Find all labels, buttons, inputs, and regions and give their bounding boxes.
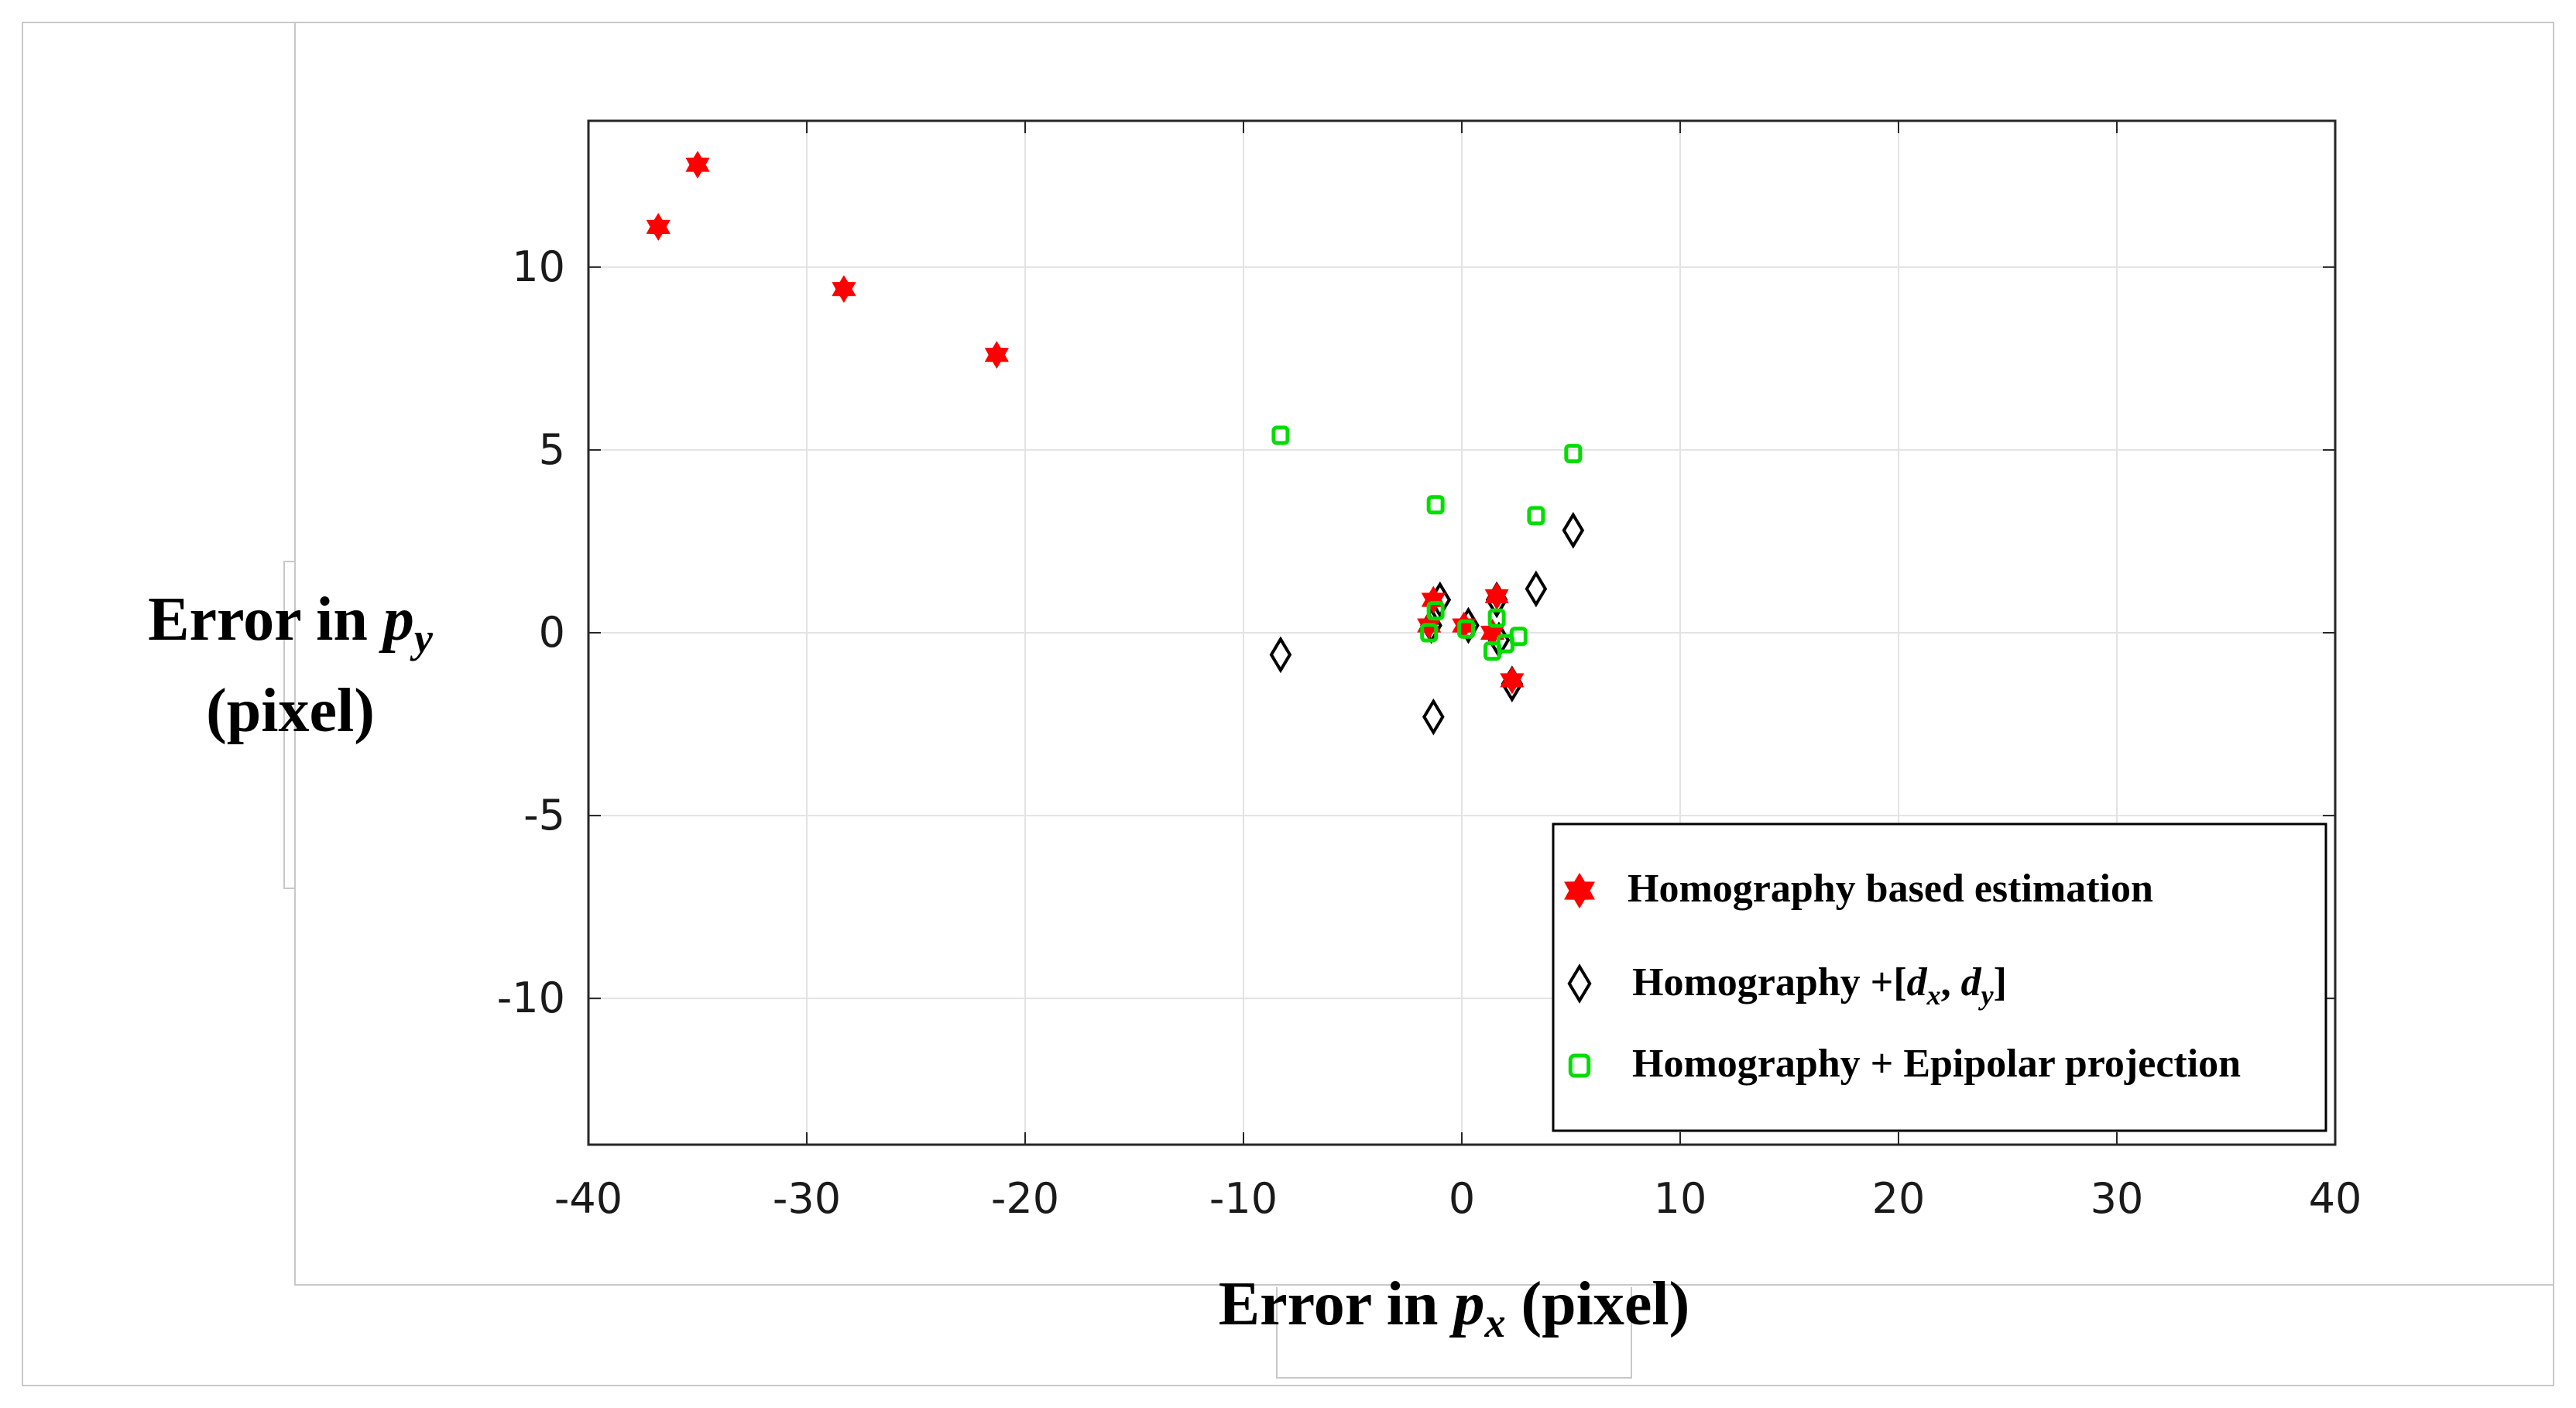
x-tick-label: -30 <box>773 1174 841 1223</box>
point-epipolar <box>1271 425 1290 445</box>
legend-label-homography-dxdy: Homography +[dx, dy] <box>1632 960 2007 1011</box>
x-tick-label: -10 <box>1209 1174 1278 1223</box>
y-tick-label: 10 <box>512 242 565 291</box>
point-homography <box>1500 666 1525 695</box>
legend-label-epipolar: Homography + Epipolar projection <box>1632 1042 2241 1086</box>
point-epipolar <box>1426 495 1445 515</box>
x-tick-label: 0 <box>1449 1174 1475 1223</box>
point-homography-dxdy <box>1269 636 1292 674</box>
legend: Homography based estimation Homography +… <box>1552 822 2327 1132</box>
point-homography-dxdy <box>1562 511 1585 549</box>
x-tick-label: 30 <box>2091 1174 2144 1223</box>
x-tick-label: 40 <box>2309 1174 2362 1223</box>
point-homography <box>646 212 671 241</box>
inner-frame <box>294 23 2554 1286</box>
point-epipolar <box>1420 623 1439 643</box>
point-homography-dxdy <box>1422 698 1445 736</box>
point-homography <box>984 341 1009 369</box>
legend-label-homography: Homography based estimation <box>1628 867 2153 911</box>
y-tick-label: 5 <box>539 425 565 474</box>
point-homography <box>685 150 710 179</box>
legend-markers <box>1564 872 1595 1078</box>
legend-marker-diamond <box>1567 963 1592 1004</box>
tick-labels: -40 -30 -20 -10 0 10 20 30 40 -10 -5 0 5 10 <box>497 121 2362 1223</box>
legend-marker-star <box>1564 872 1595 909</box>
point-homography-dxdy <box>1525 570 1548 608</box>
point-homography <box>832 275 856 304</box>
y-axis-title: Error in py (pixel) <box>148 586 434 745</box>
point-epipolar <box>1457 619 1476 639</box>
y-tick-label: 0 <box>539 608 565 657</box>
point-epipolar <box>1487 608 1506 628</box>
data-points <box>646 150 1585 736</box>
frame-bottom-box <box>1276 1287 1632 1379</box>
point-epipolar <box>1426 601 1445 621</box>
point-epipolar <box>1564 444 1583 464</box>
y-tick-label: -5 <box>523 791 565 840</box>
y-tick-label: -10 <box>497 974 565 1022</box>
point-epipolar <box>1527 506 1545 526</box>
svg-text:(pixel): (pixel) <box>206 677 375 745</box>
x-tick-label: 20 <box>1872 1174 1926 1223</box>
point-homography <box>1484 582 1509 610</box>
x-tick-label: 10 <box>1654 1174 1707 1223</box>
legend-box <box>1552 822 2327 1132</box>
point-epipolar <box>1496 634 1514 654</box>
x-tick-label: -40 <box>554 1174 623 1223</box>
x-tick-label: -20 <box>991 1174 1059 1223</box>
x-axis-title: Error in px (pixel) <box>1219 1270 1689 1346</box>
legend-marker-square <box>1568 1053 1591 1078</box>
outer-frame <box>22 22 2554 1386</box>
frame-bracket <box>283 561 294 889</box>
svg-text:Error in py: Error in py <box>148 586 434 661</box>
